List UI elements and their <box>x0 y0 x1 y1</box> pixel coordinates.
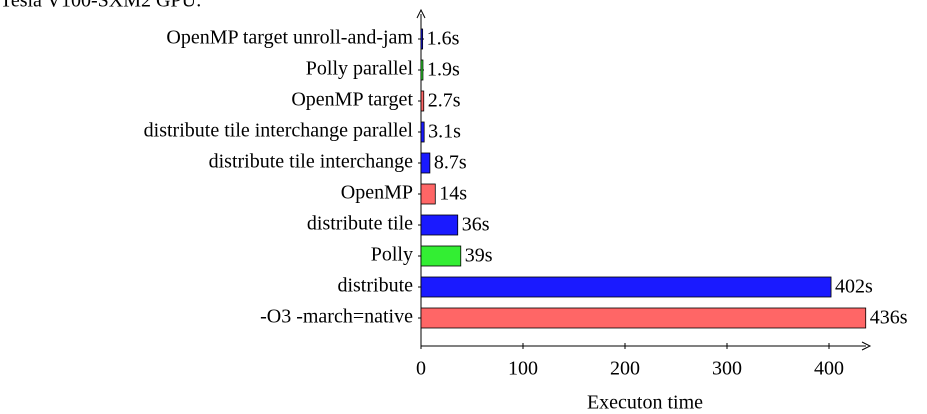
bar <box>420 245 462 267</box>
x-axis-arrow <box>861 341 872 351</box>
bar <box>420 90 425 112</box>
value-label: 402s <box>835 276 873 298</box>
x-tick-label: 100 <box>508 358 538 380</box>
y-tick-label: distribute tile <box>307 213 413 235</box>
chart-title: Tesla V100-SXM2 GPU: <box>0 0 202 12</box>
x-tick-label: 300 <box>712 358 742 380</box>
bar <box>420 152 431 174</box>
y-tick-label: distribute tile interchange <box>209 151 413 173</box>
y-tick-label: OpenMP target <box>291 89 413 111</box>
bar <box>420 28 424 50</box>
y-tick-label: Polly <box>371 244 413 266</box>
value-label: 436s <box>870 307 908 329</box>
bar <box>420 59 424 81</box>
bar <box>420 121 425 143</box>
value-label: 1.9s <box>427 59 460 81</box>
y-tick-label: OpenMP target unroll-and-jam <box>166 27 413 49</box>
value-label: 36s <box>462 214 490 236</box>
y-tick-label: distribute <box>337 275 413 297</box>
bar <box>420 307 867 329</box>
value-label: 8.7s <box>434 152 467 174</box>
y-tick-label: -O3 -march=native <box>260 306 413 328</box>
bar <box>420 276 832 298</box>
x-axis-label: Executon time <box>587 392 703 414</box>
value-label: 14s <box>439 183 467 205</box>
x-tick-label: 200 <box>610 358 640 380</box>
value-label: 1.6s <box>427 28 460 50</box>
x-tick-label: 0 <box>416 358 426 380</box>
y-tick-label: OpenMP <box>341 182 413 204</box>
bar <box>420 214 459 236</box>
y-tick-label: distribute tile interchange parallel <box>144 120 414 142</box>
value-label: 2.7s <box>428 90 461 112</box>
y-axis-arrow <box>416 8 426 19</box>
y-tick-label: Polly parallel <box>306 58 414 80</box>
x-tick-label: 400 <box>814 358 844 380</box>
value-label: 39s <box>465 245 493 267</box>
value-label: 3.1s <box>428 121 461 143</box>
bar <box>420 183 436 205</box>
